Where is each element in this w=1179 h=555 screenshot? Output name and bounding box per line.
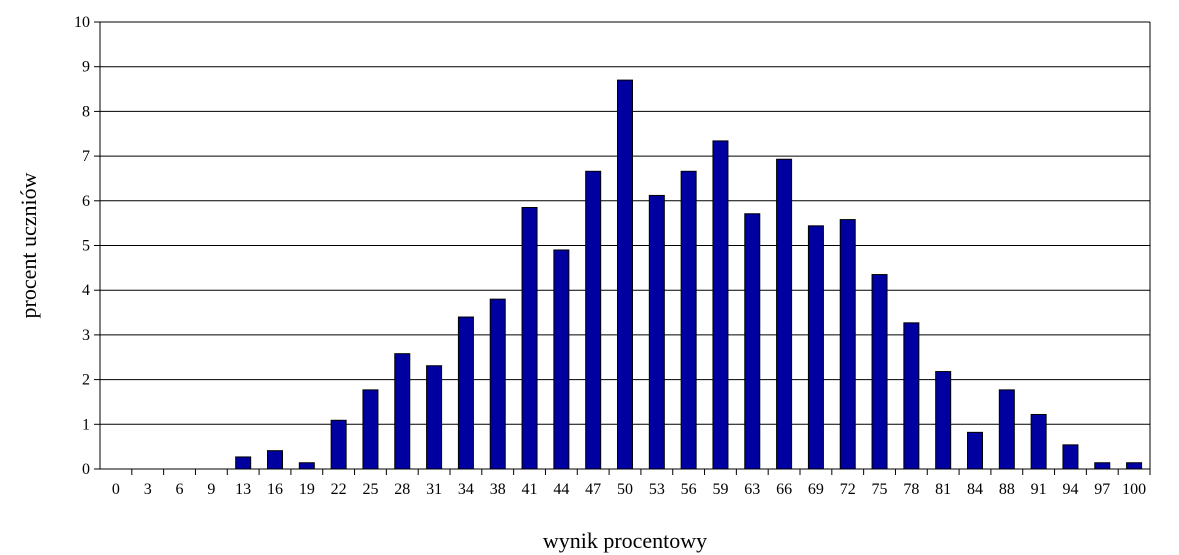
y-tick-labels: 0 1 2 3 4 5 6 7 8 9 10 (74, 14, 100, 478)
x-tick-label: 25 (362, 481, 378, 498)
bar-47 (585, 170, 602, 470)
y-tick-label: 0 (82, 461, 90, 478)
bar-41 (521, 207, 538, 470)
x-tick-label: 69 (808, 481, 824, 498)
bar-78 (903, 322, 920, 470)
x-tick-label: 16 (267, 481, 283, 498)
y-tick-label: 5 (82, 238, 90, 255)
y-tick-label: 10 (74, 14, 90, 31)
bar-34 (457, 316, 474, 470)
bar-66 (776, 158, 793, 470)
x-tick-label: 41 (522, 481, 538, 498)
bar-13 (235, 456, 252, 470)
x-tick-label: 6 (176, 481, 184, 498)
x-tick-label: 91 (1031, 481, 1047, 498)
x-tick-label: 0 (112, 481, 120, 498)
bar-72 (839, 219, 856, 470)
x-tick-label: 34 (458, 481, 474, 498)
x-tick-label: 56 (681, 481, 697, 498)
y-tick-label: 6 (82, 193, 90, 210)
bar-44 (553, 249, 570, 470)
x-tick-label: 97 (1094, 481, 1110, 498)
x-tick-label: 44 (553, 481, 569, 498)
x-tick-label: 31 (426, 481, 442, 498)
x-tick-label: 63 (744, 481, 760, 498)
bars (235, 79, 1143, 470)
bar-38 (489, 298, 506, 470)
y-tick-label: 1 (82, 416, 90, 433)
bar-84 (967, 431, 983, 470)
x-tick-label: 88 (999, 481, 1015, 498)
x-axis-title: wynik procentowy (543, 528, 707, 553)
bar-22 (330, 419, 347, 470)
x-tick-label: 50 (617, 481, 633, 498)
y-tick-label: 8 (82, 103, 90, 120)
x-tick-label: 13 (235, 481, 251, 498)
x-tick-label: 100 (1122, 481, 1146, 498)
bar-59 (712, 140, 729, 470)
y-tick-label: 4 (82, 282, 90, 299)
bar-56 (680, 170, 697, 470)
x-tick-label: 38 (490, 481, 506, 498)
bar-94 (1062, 444, 1079, 470)
bar-88 (998, 389, 1015, 470)
bar-81 (935, 371, 952, 470)
x-tick-label: 9 (207, 481, 215, 498)
x-tick-label: 53 (649, 481, 665, 498)
bar-50 (617, 79, 633, 470)
bar-97 (1094, 462, 1111, 470)
y-tick-label: 3 (82, 327, 90, 344)
x-tick-label: 78 (903, 481, 919, 498)
bar-31 (426, 365, 443, 470)
bar-100 (1126, 462, 1143, 470)
x-tick-labels: 0 3 6 9 13 16 19 22 25 28 31 34 38 41 44 47 50 53 56 59 63 66… (112, 469, 1151, 498)
x-tick-label: 59 (712, 481, 728, 498)
bar-63 (744, 213, 761, 470)
x-tick-label: 47 (585, 481, 601, 498)
x-tick-label: 81 (935, 481, 951, 498)
x-tick-label: 75 (872, 481, 888, 498)
bar-19 (298, 462, 315, 470)
bar-53 (648, 194, 665, 470)
x-tick-label: 66 (776, 481, 792, 498)
y-tick-label: 2 (82, 372, 90, 389)
y-tick-label: 7 (82, 148, 90, 165)
bar-25 (362, 389, 379, 470)
bar-91 (1030, 413, 1047, 470)
bar-69 (807, 225, 824, 470)
bar-28 (394, 353, 411, 470)
x-tick-label: 28 (394, 481, 410, 498)
x-tick-label: 19 (299, 481, 315, 498)
x-tick-label: 94 (1062, 481, 1078, 498)
x-tick-label: 3 (144, 481, 152, 498)
x-tick-label: 84 (967, 481, 983, 498)
bar-75 (871, 274, 888, 470)
x-tick-label: 72 (840, 481, 856, 498)
x-tick-label: 22 (331, 481, 347, 498)
bar-16 (267, 450, 283, 470)
y-axis-title: procent uczniów (16, 172, 41, 318)
y-tick-label: 9 (82, 59, 90, 76)
